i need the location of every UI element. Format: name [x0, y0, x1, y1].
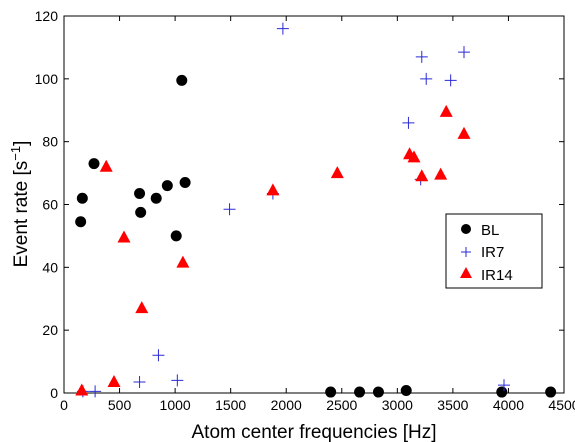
legend: BL IR7 IR14: [445, 213, 543, 289]
data-point-bl: [135, 206, 147, 218]
data-point-bl: [496, 386, 508, 398]
legend-label-bl: BL: [481, 222, 499, 239]
data-point-ir7: [152, 349, 165, 362]
data-point-ir7: [420, 72, 433, 85]
data-point-bl: [179, 177, 191, 189]
data-points: [75, 22, 557, 398]
data-point-bl: [76, 192, 88, 204]
data-point-ir14: [99, 159, 113, 172]
x-tick-label: 1500: [215, 397, 246, 413]
data-point-ir7: [444, 74, 457, 87]
data-point-bl: [545, 386, 557, 398]
data-point-ir14: [107, 375, 121, 388]
y-axis-label-close: ]: [11, 141, 32, 146]
data-point-bl: [150, 192, 162, 204]
plot-area: [63, 15, 565, 394]
data-point-bl: [161, 180, 173, 192]
legend-marker-ir7: [461, 247, 471, 257]
x-tick-label: 1000: [160, 397, 191, 413]
x-tick-label: 3500: [437, 397, 468, 413]
y-tick-label: 80: [42, 134, 58, 150]
data-point-bl: [400, 384, 412, 396]
data-point-ir7: [89, 385, 102, 398]
x-tick-label: 2500: [326, 397, 357, 413]
data-point-bl: [75, 216, 87, 228]
y-tick-label: 100: [35, 71, 59, 87]
x-axis-label: Atom center frequencies [Hz]: [192, 422, 437, 442]
data-point-bl: [372, 386, 384, 398]
data-point-ir14: [407, 150, 421, 163]
data-point-ir7: [276, 22, 289, 35]
data-point-ir14: [117, 230, 131, 243]
data-point-ir7: [402, 116, 415, 129]
x-tick-label: 4000: [493, 397, 524, 413]
y-axis-label-main: Event rate [s: [11, 161, 32, 268]
x-tick-label: 2000: [271, 397, 302, 413]
x-tick-label: 3000: [382, 397, 413, 413]
data-point-bl: [176, 74, 188, 86]
data-point-ir7: [458, 46, 470, 59]
data-point-bl: [325, 386, 337, 398]
data-point-ir14: [176, 255, 190, 268]
y-axis-label-superscript: −1: [8, 146, 23, 161]
y-tick-label: 60: [42, 197, 58, 213]
data-point-bl: [354, 386, 366, 398]
data-point-ir7: [171, 374, 184, 387]
data-point-ir14: [434, 167, 448, 180]
legend-label-ir7: IR7: [481, 244, 504, 261]
y-tick-label: 0: [50, 385, 58, 401]
legend-label-ir14: IR14: [481, 267, 513, 284]
y-tick-label: 120: [35, 8, 59, 24]
data-point-ir7: [415, 50, 428, 63]
data-point-ir14: [457, 126, 471, 139]
legend-marker-ir14: [460, 267, 472, 278]
legend-marker-bl: [461, 224, 471, 234]
data-point-ir14: [266, 183, 280, 196]
data-point-ir7: [133, 376, 146, 389]
data-point-ir7: [223, 203, 236, 216]
data-point-ir7: [498, 379, 510, 392]
data-point-ir14: [75, 383, 89, 396]
data-point-bl: [170, 230, 182, 242]
data-point-bl: [134, 188, 146, 200]
y-axis-label: Event rate [s−1]: [8, 141, 32, 268]
data-point-ir14: [330, 166, 344, 179]
data-point-ir14: [135, 301, 149, 314]
data-point-ir14: [439, 104, 453, 117]
y-tick-label: 20: [42, 322, 58, 338]
x-tick-label: 500: [108, 397, 132, 413]
y-tick-label: 40: [42, 259, 58, 275]
data-point-bl: [88, 158, 100, 170]
x-tick-label: 0: [60, 397, 68, 413]
data-point-ir14: [415, 169, 429, 182]
